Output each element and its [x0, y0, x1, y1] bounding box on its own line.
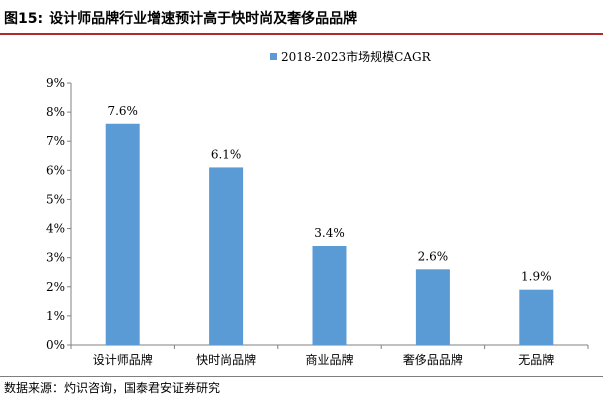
- x-category-label: 奢侈品品牌: [403, 353, 463, 367]
- data-label: 3.4%: [314, 226, 345, 240]
- y-tick-label: 5%: [46, 192, 65, 206]
- bar: [519, 289, 554, 345]
- bar: [312, 246, 347, 345]
- legend-label: 2018-2023市场规模CAGR: [281, 49, 432, 64]
- y-tick-label: 9%: [46, 76, 65, 90]
- y-tick-label: 4%: [46, 222, 65, 236]
- legend-swatch: [270, 53, 277, 60]
- data-label: 1.9%: [521, 270, 552, 284]
- figure-title: 图15: 设计师品牌行业增速预计高于快时尚及奢侈品品牌: [0, 8, 603, 30]
- bar-chart: 0% 1% 2% 3% 4% 5% 6% 7% 8% 9% 7.6% 设计师品牌 6.1% 快时尚品牌 3.…: [46, 49, 589, 367]
- y-tick-label: 0%: [46, 338, 65, 352]
- source-note: 数据来源：灼识咨询，国泰君安证券研究: [4, 381, 221, 395]
- x-category-label: 快时尚品牌: [196, 353, 256, 367]
- figure-title-text: 设计师品牌行业增速预计高于快时尚及奢侈品品牌: [49, 11, 358, 27]
- y-tick-label: 3%: [46, 251, 65, 265]
- figure-label: 图15:: [4, 11, 44, 27]
- data-label: 2.6%: [418, 249, 449, 263]
- y-tick-label: 7%: [46, 134, 65, 148]
- bar: [105, 123, 140, 345]
- y-tick-label: 1%: [46, 309, 65, 323]
- y-tick-label: 8%: [46, 105, 65, 119]
- data-label: 7.6%: [107, 104, 138, 118]
- x-category-label: 设计师品牌: [93, 353, 153, 367]
- x-category-label: 商业品牌: [305, 352, 353, 367]
- data-label: 6.1%: [211, 147, 242, 161]
- y-tick-label: 2%: [46, 280, 65, 294]
- x-category-label: 无品牌: [518, 353, 554, 367]
- title-divider: [0, 33, 603, 35]
- source-divider: [0, 376, 603, 377]
- bar: [209, 167, 244, 345]
- y-tick-label: 6%: [46, 163, 65, 177]
- bar: [415, 269, 450, 345]
